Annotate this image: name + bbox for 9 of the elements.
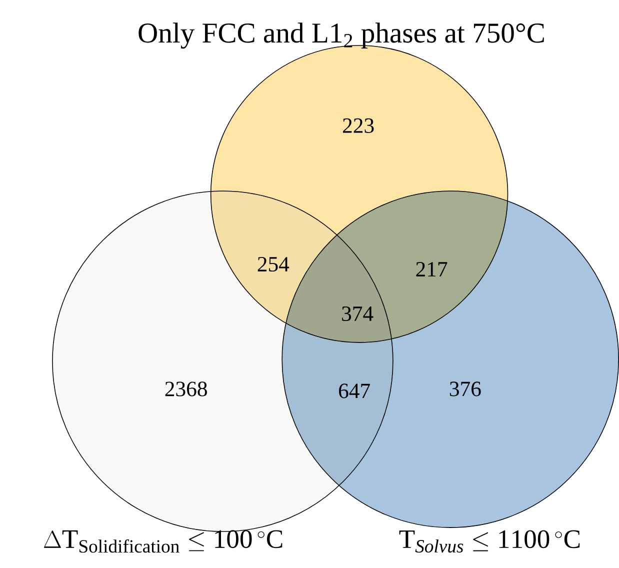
text: $\Delta\mathrm{T}_{\mathrm{Solidification}}\leq\mathrm{100\,^{\circ}C}$	[44, 530, 282, 553]
data-label: 2368	[165, 382, 207, 396]
data-label: 223	[342, 118, 374, 133]
data-label: 376	[450, 382, 481, 396]
data-label: 374	[342, 306, 374, 321]
data-label: 217	[416, 262, 448, 276]
data-label: 647	[339, 384, 370, 398]
text: $\mathrm{T}_{\mathit{Solvus}}\leq\mathrm{1100\,^{\circ}C}$	[399, 530, 580, 553]
data-label: 254	[258, 256, 290, 272]
